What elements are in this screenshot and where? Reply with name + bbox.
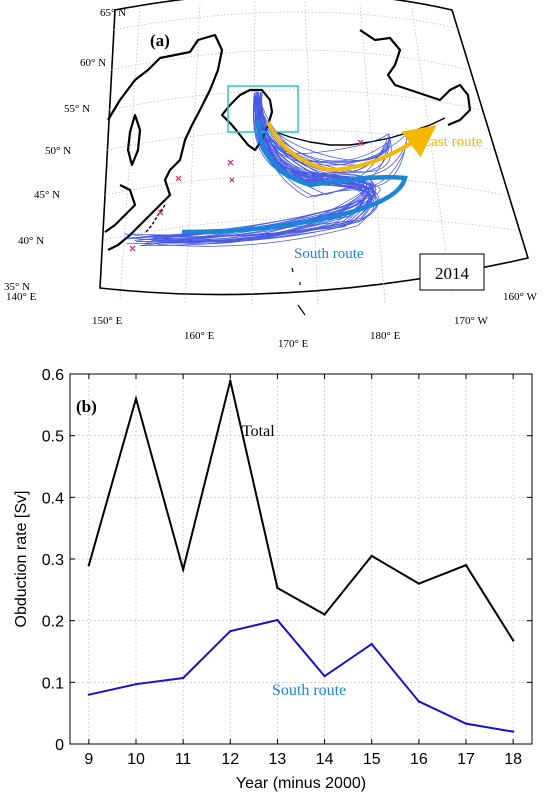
south-route-label: South route bbox=[294, 246, 364, 262]
x-tick-label: 11 bbox=[175, 751, 192, 768]
x-tick-label: 10 bbox=[127, 751, 145, 768]
data-point-total bbox=[464, 563, 468, 567]
y-tick-label: 0.1 bbox=[42, 675, 64, 692]
data-point-south-route bbox=[181, 676, 185, 680]
drifter-track bbox=[253, 95, 390, 161]
data-point-total bbox=[511, 639, 515, 642]
chart-gridlines bbox=[70, 374, 532, 744]
drifter-track bbox=[170, 92, 364, 243]
data-point-south-route bbox=[87, 693, 91, 696]
longitude-labels: 140° E 150° E 160° E 170° E 180° E 170° … bbox=[6, 291, 537, 350]
lat-label-35: 35° N bbox=[4, 281, 30, 293]
lon-label-160e: 160° E bbox=[184, 330, 215, 342]
data-point-south-route bbox=[511, 730, 515, 733]
data-point-total bbox=[229, 379, 232, 382]
data-point-total bbox=[370, 554, 373, 558]
map-panel: (a) East route South route 2014 65° N 60… bbox=[4, 0, 537, 350]
data-point-south-route bbox=[417, 700, 421, 703]
lon-label-150e: 150° E bbox=[92, 315, 123, 327]
latitude-labels: 65° N 60° N 55° N 50° N 45° N 40° N 35° … bbox=[4, 7, 126, 293]
y-tick-label: 0.2 bbox=[42, 614, 64, 631]
x-axis-ticks: 9 10 11 12 13 14 15 16 17 18 bbox=[84, 374, 522, 768]
lon-label-170w: 170° W bbox=[454, 315, 488, 327]
east-route-arrow bbox=[266, 121, 437, 173]
series-line-total bbox=[87, 380, 514, 641]
x-tick-label: 16 bbox=[410, 751, 428, 768]
x-tick-label: 15 bbox=[363, 751, 381, 768]
lat-label-40: 40° N bbox=[18, 235, 44, 247]
island-dots bbox=[291, 267, 306, 316]
series-line-south-route bbox=[88, 618, 514, 733]
alaska-coast bbox=[359, 29, 472, 127]
data-point-south-route bbox=[370, 642, 373, 646]
data-point-total bbox=[87, 563, 91, 567]
chart-series bbox=[87, 379, 515, 733]
lon-label-170e: 170° E bbox=[278, 338, 309, 350]
longitude-gridlines bbox=[119, 1, 453, 307]
source-region-box bbox=[227, 85, 299, 133]
japan-coast bbox=[104, 184, 137, 233]
map-frame bbox=[99, 0, 530, 296]
x-tick-label: 14 bbox=[316, 751, 334, 768]
data-point-total bbox=[417, 582, 421, 585]
x-axis-label: Year (minus 2000) bbox=[236, 775, 366, 792]
year-box bbox=[419, 253, 485, 291]
sakhalin-coast bbox=[126, 113, 142, 167]
kamchatka-coast bbox=[220, 88, 274, 152]
x-tick-label: 18 bbox=[504, 751, 522, 768]
data-point-south-route bbox=[276, 618, 279, 622]
lat-label-55: 55° N bbox=[64, 103, 90, 115]
data-point-south-route bbox=[464, 722, 468, 725]
x-tick-label: 9 bbox=[84, 751, 93, 768]
data-point-total bbox=[181, 568, 185, 571]
south-route-arrow bbox=[181, 119, 408, 235]
x-tick-label: 17 bbox=[457, 751, 475, 768]
data-point-total bbox=[276, 586, 279, 590]
y-tick-label: 0.4 bbox=[42, 490, 64, 507]
drifter-track bbox=[124, 92, 372, 240]
data-point-south-route bbox=[134, 682, 138, 686]
y-axis-ticks: 0 0.1 0.2 0.3 0.4 0.5 0.6 bbox=[42, 367, 532, 754]
x-tick-label: 13 bbox=[269, 751, 287, 768]
x-tick-label: 12 bbox=[221, 751, 239, 768]
drifter-track bbox=[256, 92, 390, 162]
lon-label-140e: 140° E bbox=[6, 291, 37, 303]
kuril-chain bbox=[145, 204, 166, 233]
asia-coast bbox=[107, 33, 224, 251]
panel-b-label: (b) bbox=[76, 397, 97, 416]
lon-label-180e: 180° E bbox=[370, 330, 401, 342]
data-point-total bbox=[323, 613, 326, 616]
line-chart-panel: 00.10.20.30.40.50.6 9 10 11 12 13 14 15 16 17 18 … bbox=[13, 367, 533, 792]
lat-label-45: 45° N bbox=[34, 189, 60, 201]
y-axis-label: Obduction rate [Sv] bbox=[13, 491, 30, 628]
year-box-label: 2014 bbox=[435, 264, 470, 283]
lat-label-60: 60° N bbox=[80, 57, 106, 69]
east-route-label: East route bbox=[422, 134, 483, 150]
y-tick-label: 0.6 bbox=[42, 367, 64, 384]
y-tick-label: 0.5 bbox=[42, 429, 64, 446]
lat-label-50: 50° N bbox=[45, 145, 71, 157]
data-point-south-route bbox=[229, 629, 232, 633]
series-label-total: Total bbox=[242, 423, 275, 440]
drifter-track bbox=[261, 91, 408, 188]
data-point-total bbox=[134, 397, 138, 400]
lat-label-65: 65° N bbox=[100, 7, 126, 19]
y-tick-label: 0 bbox=[55, 737, 64, 754]
panel-a-label: (a) bbox=[150, 31, 170, 50]
release-markers bbox=[129, 139, 364, 252]
y-tick-label: 0.3 bbox=[42, 552, 64, 569]
series-label-south-route: South route bbox=[272, 682, 346, 699]
data-point-south-route bbox=[323, 674, 326, 678]
lon-label-160w: 160° W bbox=[503, 291, 537, 303]
drifter-track bbox=[140, 98, 377, 246]
